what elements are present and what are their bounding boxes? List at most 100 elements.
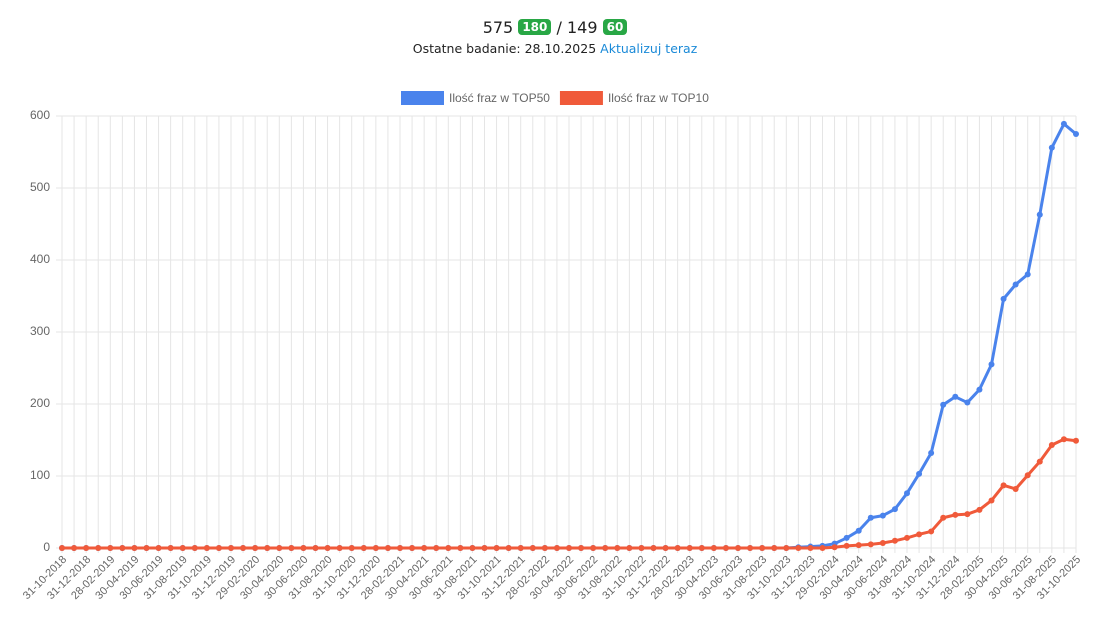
data-point: [360, 545, 367, 551]
data-point: [590, 545, 597, 551]
data-point: [240, 545, 247, 551]
data-point: [879, 539, 886, 546]
data-point: [59, 545, 65, 551]
data-point: [1012, 485, 1019, 492]
data-point: [457, 545, 464, 551]
top50-count: 575: [482, 18, 514, 37]
data-point: [493, 545, 500, 551]
data-point: [312, 545, 319, 551]
data-point: [698, 545, 705, 551]
update-link[interactable]: Aktualizuj teraz: [600, 41, 698, 56]
last-check-line: Ostatne badanie: 28.10.2025 Aktualizuj t…: [0, 41, 1110, 56]
data-point: [553, 545, 560, 551]
data-point: [747, 545, 754, 551]
data-point: [614, 545, 621, 551]
data-point: [662, 545, 669, 551]
data-point: [191, 545, 198, 551]
data-point: [674, 545, 681, 551]
data-point: [891, 537, 898, 544]
data-point: [843, 534, 850, 541]
y-tick-label: 600: [30, 108, 50, 122]
data-point: [940, 401, 947, 408]
data-point: [904, 490, 910, 497]
data-point: [759, 545, 766, 551]
data-point: [722, 545, 729, 551]
data-point: [336, 545, 343, 551]
data-point: [952, 511, 959, 518]
data-point: [867, 541, 874, 548]
data-point: [928, 528, 935, 535]
data-point: [1048, 144, 1055, 151]
data-point: [650, 545, 657, 551]
top10-change: 60: [602, 19, 628, 35]
data-point: [1048, 442, 1055, 449]
separator: /: [556, 18, 562, 37]
data-point: [1024, 472, 1031, 479]
data-point: [831, 544, 838, 551]
data-point: [1060, 120, 1067, 127]
data-point: [1036, 458, 1043, 465]
data-point: [710, 545, 717, 551]
data-point: [1073, 437, 1079, 444]
y-tick-label: 100: [30, 468, 50, 482]
data-point: [988, 497, 995, 504]
last-check: Ostatne badanie: 28.10.2025: [412, 41, 597, 56]
legend-swatch[interactable]: [559, 91, 603, 105]
data-point: [904, 534, 910, 541]
data-point: [215, 545, 222, 551]
data-point: [783, 545, 790, 551]
data-point: [481, 545, 488, 551]
data-point: [891, 506, 898, 513]
data-point: [300, 545, 307, 551]
data-point: [964, 511, 971, 518]
data-point: [107, 545, 114, 551]
data-point: [384, 545, 391, 551]
counts: 575 180 / 149 60: [0, 18, 1110, 37]
data-point: [445, 545, 452, 551]
data-point: [855, 542, 862, 549]
data-point: [83, 545, 90, 551]
data-point: [95, 545, 102, 551]
data-point: [952, 393, 959, 400]
data-point: [71, 545, 78, 551]
legend-swatch[interactable]: [401, 91, 444, 105]
data-point: [131, 545, 138, 551]
data-point: [964, 399, 971, 406]
data-point: [517, 545, 524, 551]
top50-change: 180: [518, 19, 552, 35]
data-point: [541, 545, 548, 551]
data-point: [988, 361, 995, 368]
data-point: [1012, 281, 1019, 288]
data-point: [819, 545, 826, 551]
data-point: [578, 545, 585, 551]
data-point: [421, 545, 428, 551]
legend-label[interactable]: Ilość fraz w TOP10: [608, 91, 709, 105]
data-point: [397, 545, 403, 551]
data-point: [1060, 436, 1067, 443]
y-tick-label: 200: [30, 396, 50, 410]
data-point: [433, 545, 440, 551]
data-point: [843, 542, 850, 549]
data-point: [916, 531, 923, 538]
y-tick-label: 300: [30, 324, 50, 338]
data-point: [1036, 211, 1043, 218]
data-point: [179, 545, 186, 551]
data-point: [638, 545, 645, 551]
data-point: [529, 545, 536, 551]
data-point: [155, 545, 162, 551]
legend-label[interactable]: Ilość fraz w TOP50: [449, 91, 550, 105]
data-point: [976, 386, 983, 393]
data-point: [264, 545, 271, 551]
data-point: [735, 545, 741, 551]
data-point: [940, 514, 947, 521]
data-point: [686, 545, 693, 551]
data-point: [928, 449, 935, 456]
data-point: [252, 545, 259, 551]
data-point: [807, 545, 814, 551]
data-point: [348, 545, 355, 551]
data-point: [324, 545, 331, 551]
data-point: [602, 545, 609, 551]
top10-count: 149: [566, 18, 598, 37]
